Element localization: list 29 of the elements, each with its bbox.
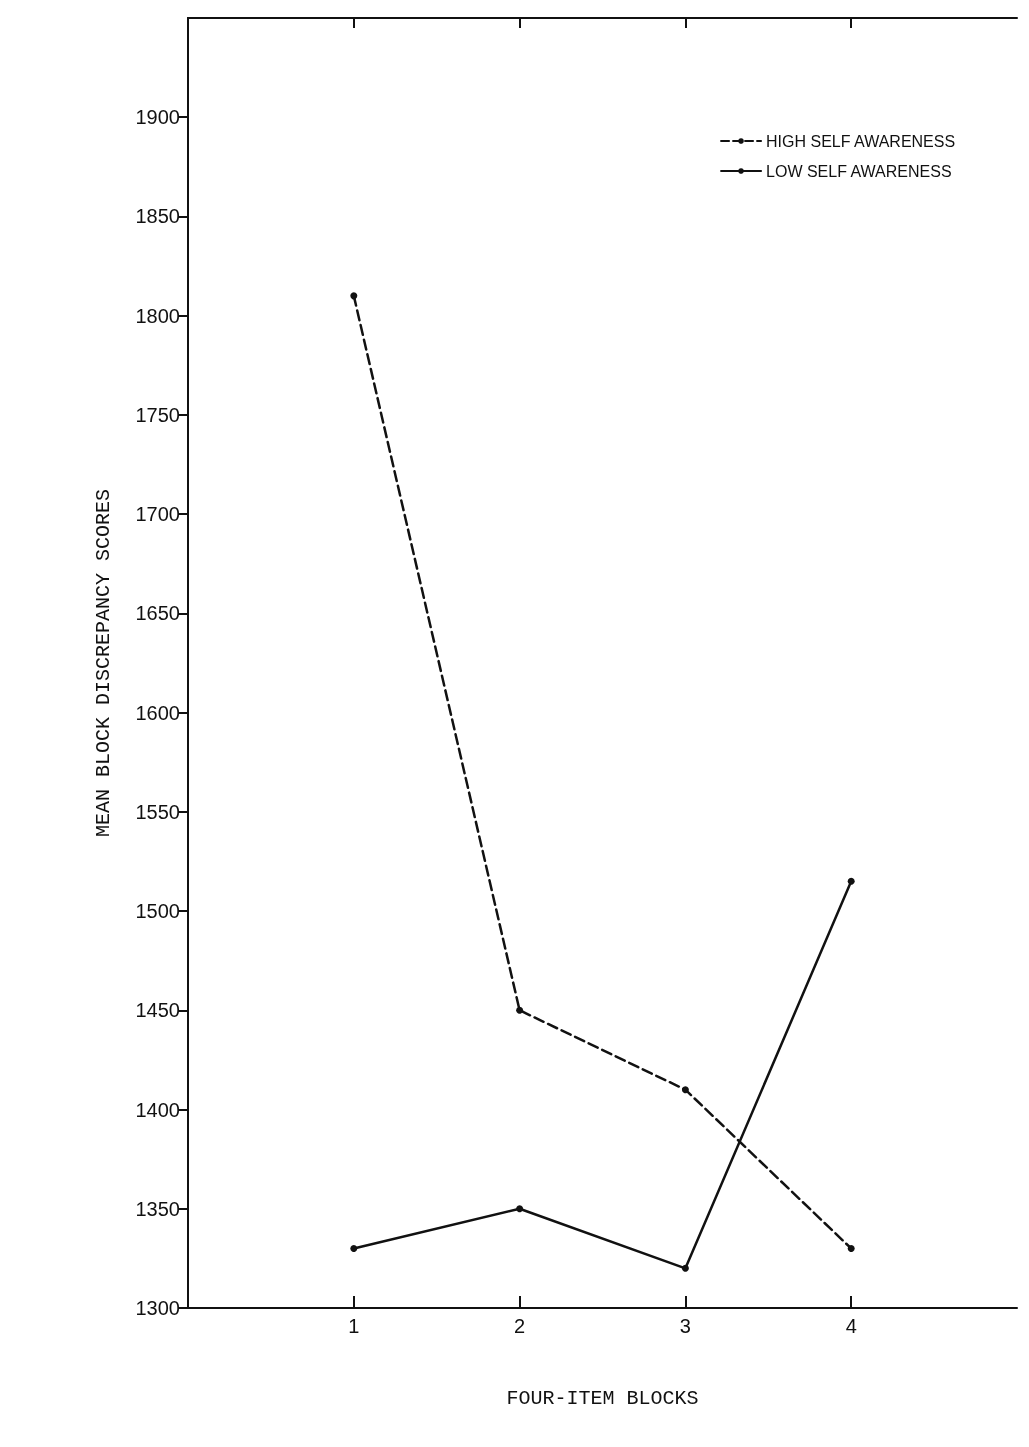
y-tick-label: 1350 — [135, 1197, 180, 1220]
y-tick-label: 1300 — [135, 1297, 180, 1319]
point — [847, 1244, 855, 1252]
point — [516, 1205, 524, 1213]
x-tick-label: 1 — [348, 1315, 360, 1337]
y-tick-label: 1750 — [135, 403, 180, 426]
y-tick-label: 1550 — [135, 800, 180, 823]
y-tick-label: 1900 — [135, 106, 180, 129]
legend-label: HIGH SELF AWARENESS — [766, 132, 956, 150]
x-axis-title: FOUR-ITEM BLOCKS — [506, 1386, 699, 1410]
point — [847, 877, 855, 885]
x-tick-label: 3 — [679, 1315, 691, 1337]
point — [350, 292, 358, 300]
y-tick-label: 1450 — [135, 999, 180, 1022]
point — [350, 1244, 358, 1252]
x-tick-label: 2 — [514, 1315, 526, 1337]
point — [681, 1264, 689, 1272]
point — [681, 1086, 689, 1094]
y-tick-label: 1850 — [135, 205, 180, 228]
y-tick-label: 1600 — [135, 701, 180, 724]
x-tick-label: 4 — [845, 1315, 857, 1337]
y-tick-label: 1400 — [135, 1098, 180, 1121]
y-tick-label: 1700 — [135, 503, 180, 526]
y-axis-title: MEAN BLOCK DISCREPANCY SCORES — [91, 488, 115, 838]
y-tick-label: 1500 — [135, 900, 180, 923]
y-tick-label: 1650 — [135, 602, 180, 625]
legend-label: LOW SELF AWARENESS — [766, 162, 952, 180]
point — [516, 1006, 524, 1014]
y-tick-label: 1800 — [135, 304, 180, 327]
